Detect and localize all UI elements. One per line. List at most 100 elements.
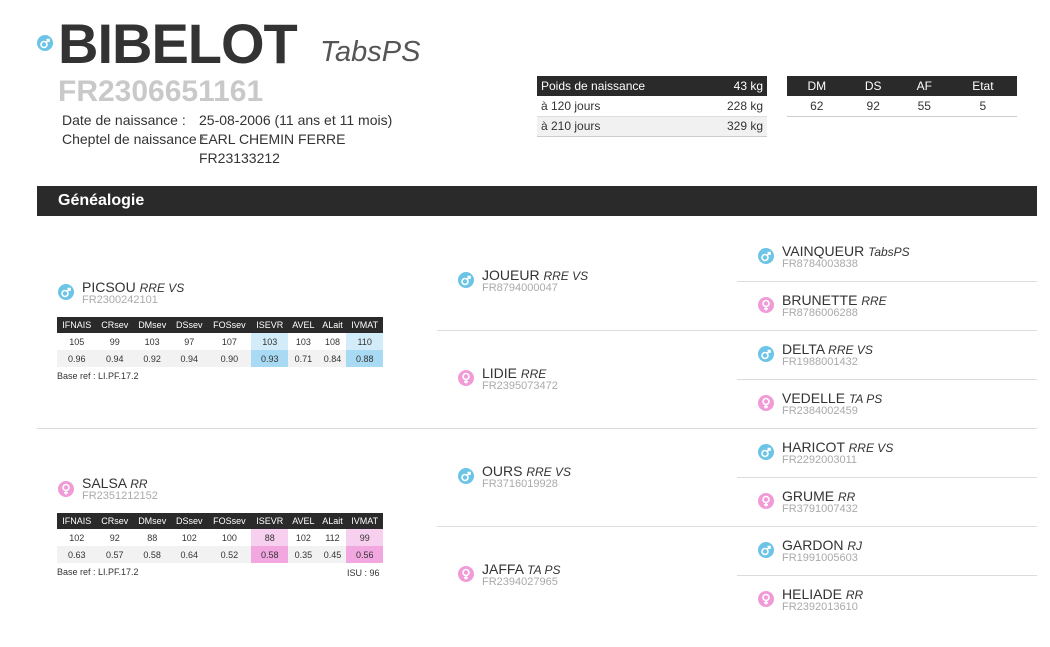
female-icon [758,395,774,411]
ancestor-name[interactable]: JAFFA TA PS [482,561,560,578]
sire-race: RRE VS [139,281,185,295]
ancestor-race: RRE VS [828,343,873,357]
ancestor-race: TabsPS [868,245,910,259]
divider [437,428,737,429]
index-header: IVMAT [346,513,383,529]
ancestor-name-text: JAFFA [482,561,524,577]
index-value: 112 [318,529,347,546]
ancestor-id: FR8786006288 [782,307,858,319]
divider [737,526,1037,527]
index-value: 0.58 [133,546,172,563]
index-value: 105 [57,333,97,350]
index-header: AVEL [288,317,319,333]
ancestor-name[interactable]: HARICOT RRE VS [782,439,893,456]
ancestor-name[interactable]: GRUME RR [782,488,855,505]
divider [37,428,437,429]
index-value: 0.90 [207,350,252,367]
ancestor-id: FR2384002459 [782,405,858,417]
ancestor-race: RRE [861,294,887,308]
ancestor-race: RRE [520,367,547,381]
index-value: 0.64 [171,546,208,563]
index-value: 97 [171,333,208,350]
index-header: IFNAIS [57,513,97,529]
score-header: DM [787,76,847,96]
male-icon [758,248,774,264]
index-value: 108 [318,333,347,350]
sire-id: FR2300242101 [82,294,158,306]
divider [737,575,1037,576]
score-value: 55 [899,96,949,117]
index-header: ISEVR [251,513,289,529]
ancestor-id: FR2395073472 [482,380,558,392]
divider [437,330,737,331]
ancestor-id: FR1988001432 [782,356,858,368]
dam-name-text: SALSA [82,475,127,491]
ancestor-name[interactable]: OURS RRE VS [482,463,571,480]
weights-header-value: 43 kg [702,76,767,96]
ancestor-name-text: OURS [482,463,523,479]
ancestor-name[interactable]: VAINQUEUR TabsPS [782,243,910,260]
birth-date-label: Date de naissance : [62,112,186,128]
index-value: 88 [251,529,289,546]
ancestor-id: FR8794000047 [482,282,558,294]
ancestor-name[interactable]: VEDELLE TA PS [782,390,882,407]
score-value: 5 [948,96,1017,117]
male-icon [758,444,774,460]
ancestor-name[interactable]: HELIADE RR [782,586,863,603]
ancestor-name[interactable]: LIDIE RRE [482,365,546,382]
birth-herd-name: EARL CHEMIN FERRE [199,131,346,147]
ancestor-name-text: VAINQUEUR [782,243,865,259]
male-icon [458,468,474,484]
index-value: 102 [57,529,97,546]
ancestor-name-text: VEDELLE [782,390,846,406]
index-value: 0.96 [57,350,97,367]
index-value: 110 [346,333,383,350]
dam-base-ref: Base ref : LI.PF.17.2 [57,567,139,577]
score-value: 92 [846,96,900,117]
score-header: AF [899,76,949,96]
female-icon [58,481,74,497]
score-header: Etat [948,76,1017,96]
weights-row-value: 329 kg [702,116,767,137]
weights-table: Poids de naissance 43 kg à 120 jours 228… [537,76,767,137]
weights-row-label: à 120 jours [537,96,703,117]
ancestor-race: RR [845,588,864,602]
female-icon [458,566,474,582]
ancestor-race: TA PS [527,563,561,577]
index-value: 100 [207,529,252,546]
genealogy-title: Généalogie [58,192,145,209]
female-icon [458,370,474,386]
index-value: 102 [288,529,319,546]
animal-id: FR2306651161 [58,75,264,108]
ancestor-name[interactable]: GARDON RJ [782,537,862,554]
birth-herd-id: FR23133212 [199,150,280,166]
divider [737,477,1037,478]
index-value: 0.57 [96,546,134,563]
sire-index-table: IFNAIS CRsev DMsev DSsev FOSsev ISEVR AVEL ALai… [57,317,383,367]
ancestor-race: RRE VS [526,465,572,479]
index-value: 0.88 [346,350,383,367]
index-value: 88 [133,529,172,546]
dam-name[interactable]: SALSA RR [82,475,148,492]
ancestor-name[interactable]: BRUNETTE RRE [782,292,887,309]
ancestor-name[interactable]: JOUEUR RRE VS [482,267,588,284]
index-value: 0.94 [171,350,208,367]
male-icon [758,542,774,558]
index-header: CRsev [96,513,134,529]
score-value: 62 [787,96,847,117]
animal-name: BIBELOT [58,12,298,75]
female-icon [758,591,774,607]
ancestor-name-text: HELIADE [782,586,842,602]
index-header: IVMAT [346,317,383,333]
index-value: 103 [251,333,289,350]
sire-base-ref: Base ref : LI.PF.17.2 [57,371,139,381]
index-value: 103 [133,333,172,350]
index-value: 0.71 [288,350,319,367]
ancestor-id: FR2392013610 [782,601,858,613]
ancestor-race: TA PS [848,392,883,406]
ancestor-name[interactable]: DELTA RRE VS [782,341,873,358]
genealogy-header-bar [37,186,1037,216]
sire-name[interactable]: PICSOU RRE VS [82,279,184,296]
index-value: 92 [96,529,134,546]
scores-table: DM DS AF Etat 62 92 55 5 [787,76,1017,117]
